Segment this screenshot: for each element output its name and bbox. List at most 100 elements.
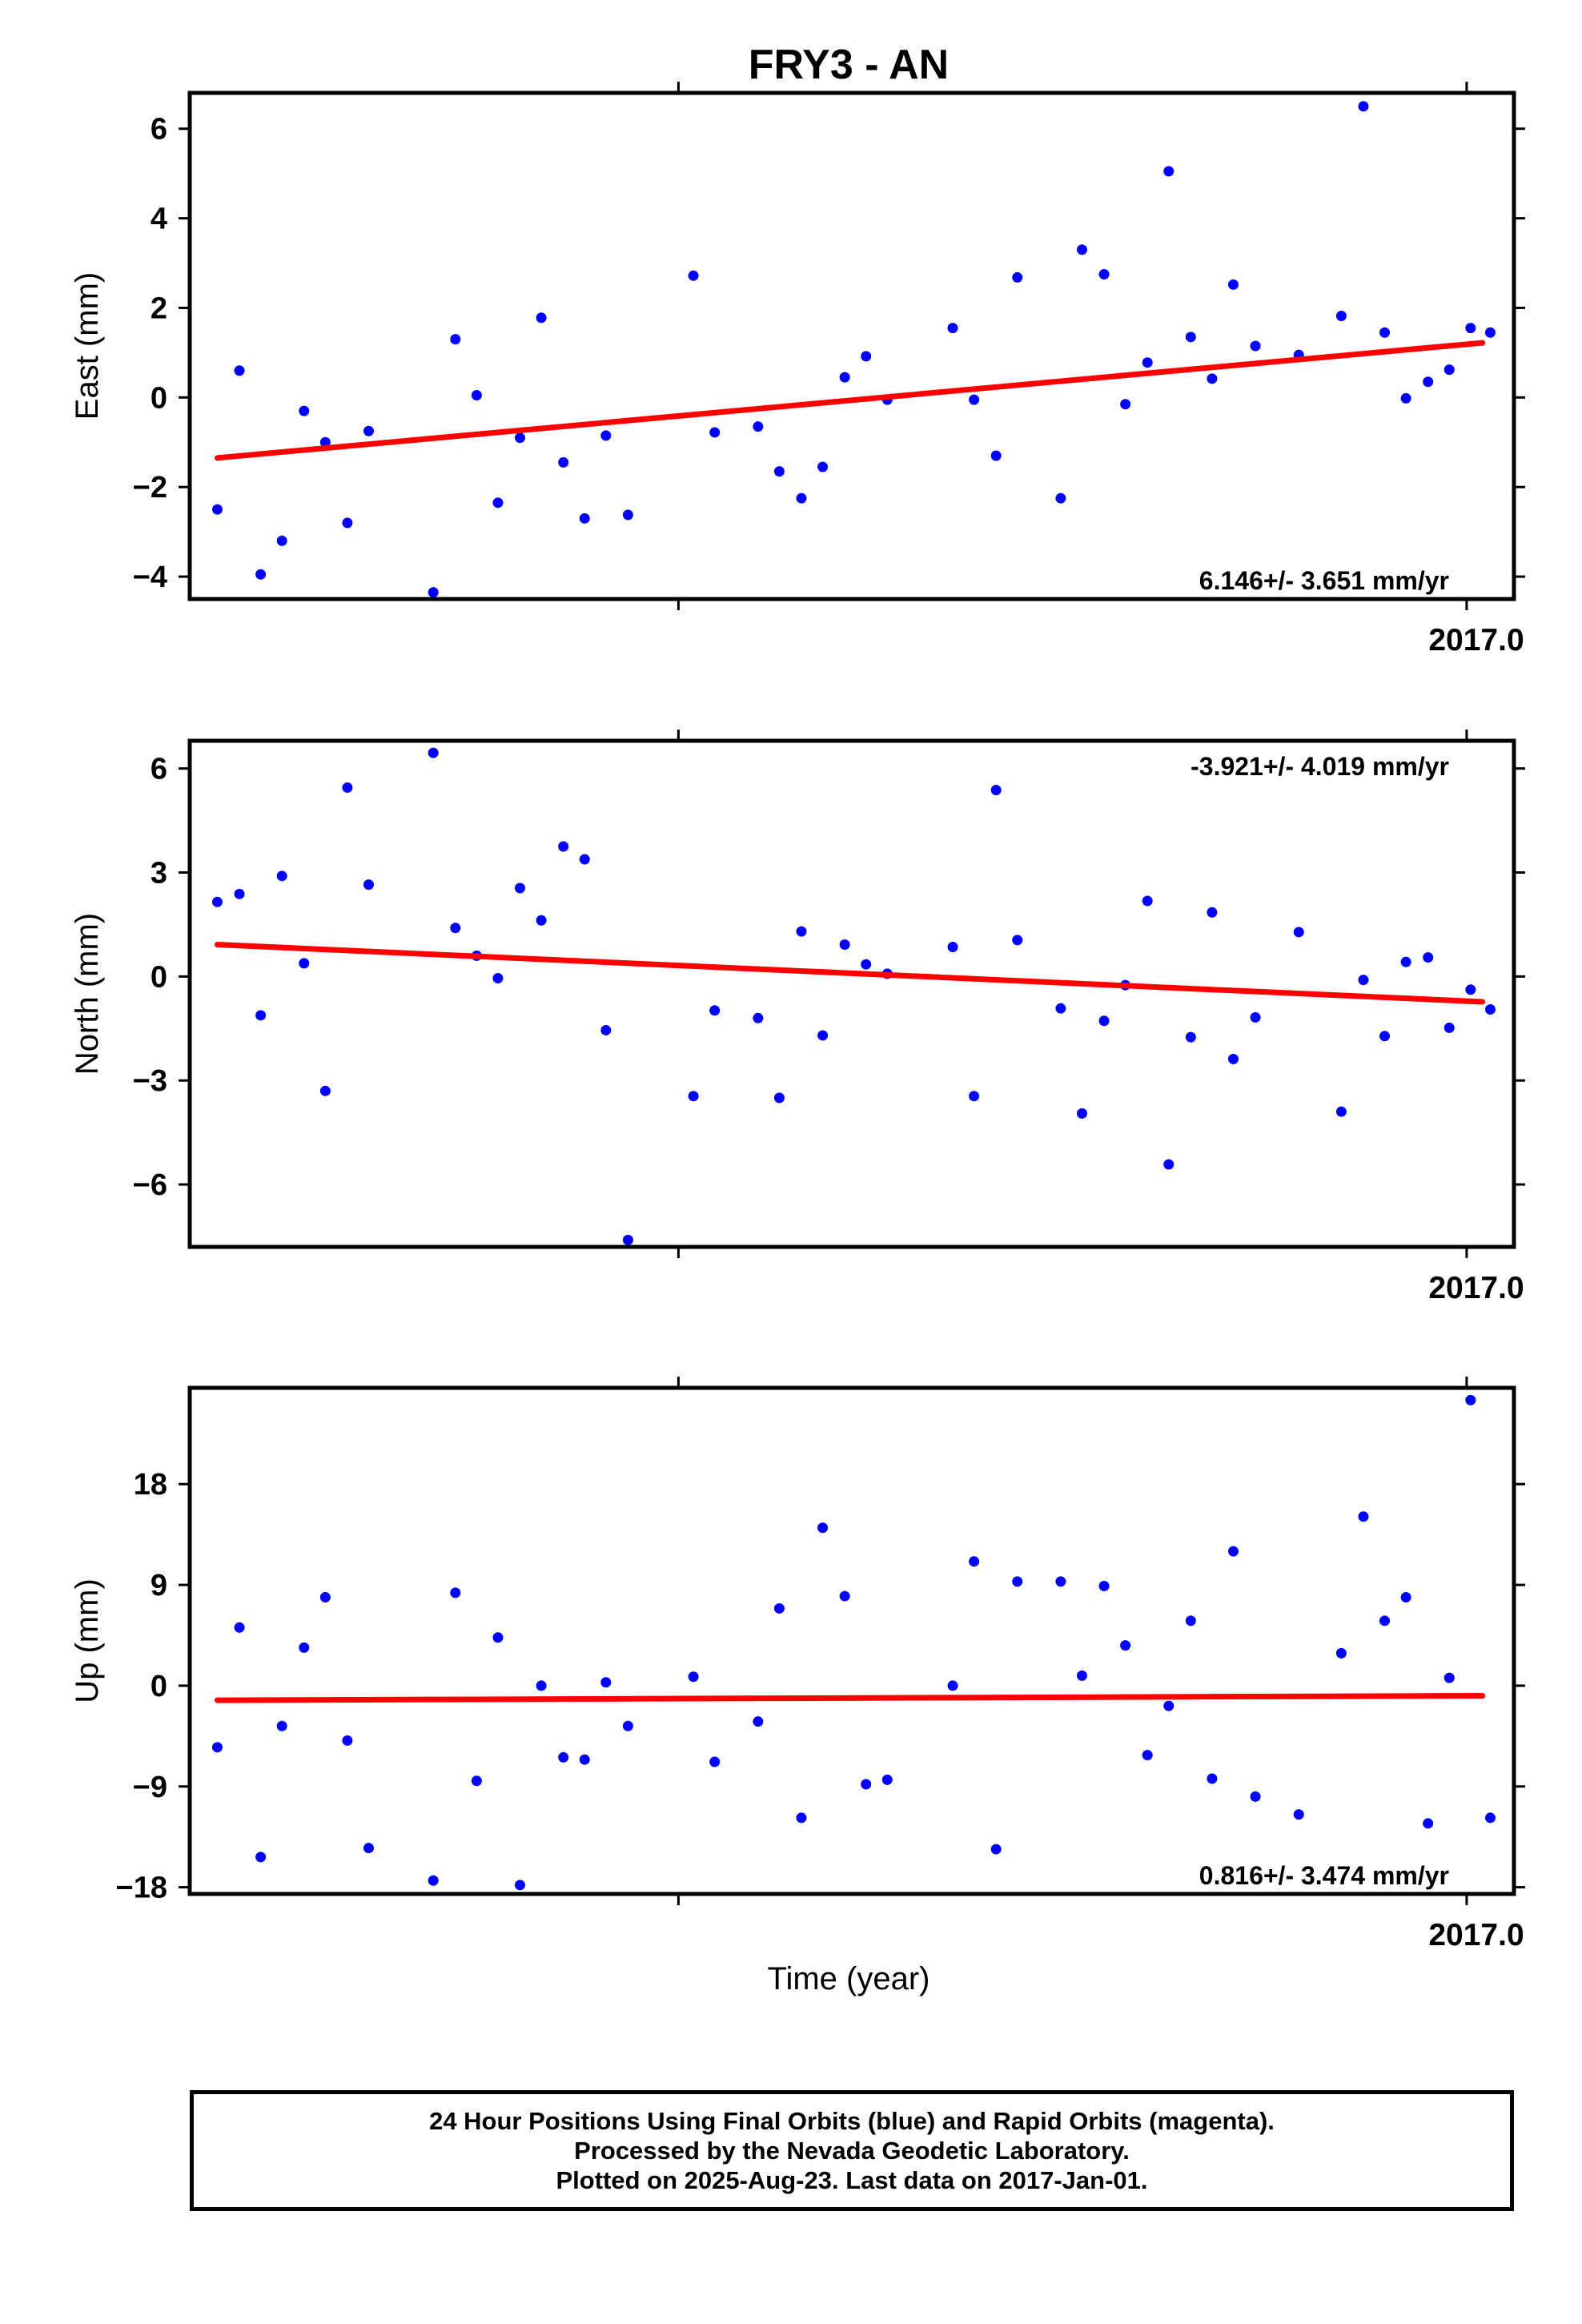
y-tick-label: 0 <box>151 960 167 994</box>
y-tick-label: −9 <box>133 1771 167 1804</box>
data-point <box>947 942 958 953</box>
data-point <box>947 323 958 334</box>
y-tick-label: 0 <box>151 1670 167 1703</box>
data-point <box>773 466 785 477</box>
y-tick-label: −4 <box>133 561 167 594</box>
data-point <box>709 427 721 438</box>
footer-line-plotted: Plotted on 2025-Aug-23. Last data on 201… <box>556 2166 1148 2194</box>
data-point <box>515 1880 526 1891</box>
data-point <box>622 1720 633 1731</box>
y-tick-label: −2 <box>133 471 167 505</box>
data-point <box>1443 1672 1455 1683</box>
data-point <box>1250 1791 1261 1802</box>
data-point <box>1142 1750 1153 1761</box>
data-point <box>450 923 461 934</box>
data-point <box>1228 279 1239 290</box>
data-point <box>817 461 829 472</box>
data-point <box>796 493 807 504</box>
data-point <box>1250 1011 1261 1023</box>
data-point <box>579 854 590 865</box>
data-point <box>817 1522 829 1534</box>
y-tick-label: 4 <box>151 203 167 236</box>
data-point <box>276 535 287 546</box>
data-point <box>753 1012 764 1023</box>
data-point <box>1012 1576 1023 1587</box>
data-point <box>579 513 590 524</box>
data-point <box>492 973 504 984</box>
data-point <box>1379 1031 1391 1042</box>
data-point <box>276 870 287 882</box>
data-point <box>1185 1031 1196 1043</box>
y-axis-label-north: North (mm) <box>70 913 105 1075</box>
footer-line-orbits: 24 Hour Positions Using Final Orbits (bl… <box>429 2107 1275 2135</box>
data-point <box>428 587 439 598</box>
panel-up: −18 −9 0 9 18 2017.0 Up (mm) 0.816+/- 3.474 mm/… <box>70 1377 1525 1952</box>
y-tick-label: 18 <box>134 1468 167 1502</box>
data-point <box>1012 935 1023 946</box>
data-point <box>753 421 764 432</box>
data-point <box>255 1010 267 1021</box>
data-point <box>234 888 245 899</box>
data-point <box>536 915 547 926</box>
data-point <box>515 883 526 894</box>
data-point <box>1293 927 1304 938</box>
data-point <box>211 504 223 515</box>
data-point <box>558 456 569 468</box>
data-point <box>319 1085 331 1096</box>
data-point <box>969 1556 980 1567</box>
plot-frame-east <box>187 90 1516 601</box>
data-point <box>428 747 439 758</box>
data-point <box>1142 357 1153 368</box>
data-point <box>1400 956 1411 967</box>
data-point <box>234 1622 245 1633</box>
data-point <box>1120 1640 1131 1651</box>
data-point <box>1335 311 1347 322</box>
y-tick-label: 6 <box>151 753 167 786</box>
data-point <box>709 1005 721 1016</box>
footer-line-processed: Processed by the Nevada Geodetic Laborat… <box>574 2137 1130 2165</box>
data-point <box>600 430 612 441</box>
y-tick-label: 6 <box>151 113 167 147</box>
data-point <box>969 394 980 405</box>
data-point <box>1228 1053 1239 1064</box>
data-point <box>796 1812 807 1823</box>
data-point <box>536 312 547 324</box>
data-point <box>579 1754 590 1765</box>
data-point <box>1250 340 1261 352</box>
data-point <box>1443 364 1455 376</box>
data-point <box>861 959 872 970</box>
data-point <box>211 896 223 907</box>
rate-annotation-up: 0.816+/- 3.474 mm/yr <box>1199 1861 1449 1890</box>
y-tick-label: 3 <box>151 856 167 890</box>
data-point <box>342 782 353 793</box>
data-point <box>319 1591 331 1602</box>
y-tick-label: 0 <box>151 381 167 415</box>
data-point <box>990 450 1002 461</box>
data-point <box>536 1680 547 1691</box>
trend-line-up <box>214 1693 1486 1703</box>
data-point <box>428 1875 439 1886</box>
data-point <box>471 390 482 401</box>
data-point <box>839 1590 850 1602</box>
data-point <box>773 1602 785 1614</box>
data-point <box>947 1680 958 1691</box>
y-tick-label: −18 <box>116 1872 167 1905</box>
data-point <box>839 939 850 951</box>
data-point <box>688 1091 699 1102</box>
data-point <box>319 436 331 448</box>
data-point <box>1185 332 1196 343</box>
data-point <box>817 1030 829 1041</box>
data-point <box>515 432 526 444</box>
data-point <box>1055 1003 1066 1014</box>
data-point <box>709 1756 721 1767</box>
data-point <box>1142 895 1153 907</box>
panel-north: −6 −3 0 3 6 2017.0 North (mm) -3.921+/- 4.019 m… <box>70 730 1525 1305</box>
data-point <box>990 784 1002 795</box>
data-point <box>1055 493 1066 504</box>
data-point <box>558 1751 569 1763</box>
data-point <box>1423 952 1434 963</box>
data-point <box>1098 1580 1110 1591</box>
data-point <box>1423 1818 1434 1829</box>
data-point <box>1012 271 1023 283</box>
data-point <box>1465 323 1476 334</box>
